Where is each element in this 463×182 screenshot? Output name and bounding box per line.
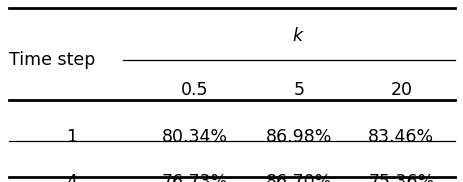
Text: $k$: $k$ xyxy=(291,27,304,45)
Text: 80.34%: 80.34% xyxy=(162,128,227,146)
Text: Time step: Time step xyxy=(9,51,95,69)
Text: 20: 20 xyxy=(389,81,412,99)
Text: 4: 4 xyxy=(66,173,77,182)
Text: 0.5: 0.5 xyxy=(181,81,208,99)
Text: 75.36%: 75.36% xyxy=(368,173,433,182)
Text: 86.98%: 86.98% xyxy=(265,128,332,146)
Text: 1: 1 xyxy=(66,128,77,146)
Text: 5: 5 xyxy=(293,81,304,99)
Text: 86.70%: 86.70% xyxy=(266,173,332,182)
Text: 76.73%: 76.73% xyxy=(162,173,227,182)
Text: 83.46%: 83.46% xyxy=(368,128,433,146)
